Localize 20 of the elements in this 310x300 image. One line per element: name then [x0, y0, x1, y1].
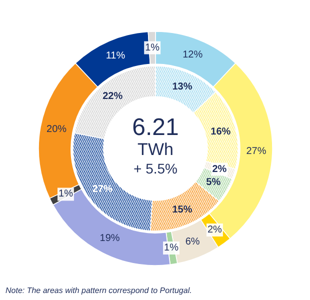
text: + 5.5% — [134, 160, 178, 176]
data-label: 1% — [164, 242, 179, 254]
data-label: 2% — [207, 224, 222, 236]
text: Note: The areas with pattern correspond to Portugal. — [6, 286, 192, 295]
data-label: 22% — [102, 91, 123, 102]
data-label: 5% — [206, 177, 221, 188]
data-label: 12% — [182, 49, 203, 60]
data-label: 19% — [100, 232, 120, 244]
text: 6.21 — [132, 114, 179, 141]
data-label: 11% — [106, 50, 126, 62]
data-label: 2% — [212, 164, 227, 175]
data-label: 15% — [172, 204, 192, 216]
data-label: 20% — [46, 124, 67, 136]
data-label: 27% — [246, 146, 266, 158]
data-label: 16% — [210, 126, 231, 138]
data-label: 6% — [185, 236, 200, 248]
text: TWh — [138, 140, 174, 159]
data-label: 1% — [145, 42, 160, 54]
data-label: 1% — [58, 188, 74, 200]
data-label: 13% — [172, 81, 192, 92]
